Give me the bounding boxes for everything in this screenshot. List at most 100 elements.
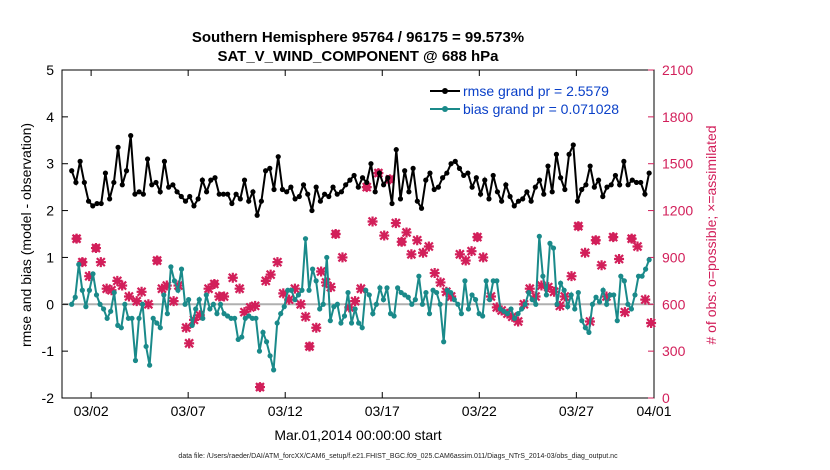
bias-point xyxy=(207,306,213,312)
obs-assimilated-marker xyxy=(418,247,429,258)
obs-assimilated-marker xyxy=(325,282,336,293)
x-tick-label: 03/02 xyxy=(74,403,109,419)
bias-point xyxy=(611,292,617,298)
obs-assimilated-marker xyxy=(289,283,300,294)
obs-assimilated-marker xyxy=(112,275,123,286)
obs-assimilated-marker xyxy=(406,249,417,260)
obs-assimilated-marker xyxy=(566,271,577,282)
bias-point xyxy=(189,322,195,328)
bias-point xyxy=(455,301,461,307)
obs-assimilated-marker xyxy=(152,255,163,266)
obs-assimilated-marker xyxy=(278,288,289,299)
rmse-point xyxy=(625,182,631,188)
obs-possible-marker xyxy=(305,342,314,351)
rmse-point xyxy=(144,156,151,162)
y-tick-label: -1 xyxy=(42,343,55,359)
bias-point xyxy=(320,301,326,307)
y2-tick-label: 1200 xyxy=(662,203,693,219)
rmse-point xyxy=(225,191,231,197)
rmse-point xyxy=(233,191,239,197)
bias-point xyxy=(487,297,493,303)
bias-point xyxy=(175,287,181,293)
bias-point xyxy=(596,299,603,305)
rmse-point xyxy=(477,191,484,197)
obs-assimilated-marker xyxy=(184,338,195,349)
bias-point xyxy=(253,315,259,321)
bias-point xyxy=(543,292,550,298)
rmse-point xyxy=(128,133,134,139)
bias-point xyxy=(395,285,401,291)
obs-assimilated-marker xyxy=(355,283,366,294)
obs-assimilated-marker xyxy=(245,302,256,313)
rmse-point xyxy=(536,177,543,183)
rmse-point xyxy=(199,177,205,183)
rmse-point xyxy=(187,193,193,200)
obs-assimilated-marker xyxy=(131,296,142,307)
bias-point xyxy=(483,278,489,284)
obs-assimilated-marker xyxy=(203,283,214,294)
bias-point xyxy=(292,297,298,303)
obs-assimilated-marker xyxy=(260,275,271,286)
y-tick-label: 0 xyxy=(46,296,54,312)
rmse-point xyxy=(376,170,382,176)
bias-point xyxy=(380,297,387,303)
obs-assimilated-marker xyxy=(429,268,440,279)
rmse-point xyxy=(646,170,652,176)
rmse-point xyxy=(579,186,585,193)
rmse-point xyxy=(456,165,463,171)
bias-point xyxy=(324,254,330,261)
obs-assimilated-marker xyxy=(549,286,560,297)
bias-point xyxy=(302,236,309,242)
rmse-point xyxy=(77,158,83,164)
obs-assimilated-marker xyxy=(361,182,372,193)
bias-point xyxy=(313,278,319,284)
rmse-point xyxy=(203,189,210,195)
rmse-point xyxy=(359,175,366,181)
bias-point xyxy=(519,306,525,312)
obs-assimilated-marker xyxy=(390,218,401,229)
rmse-point xyxy=(111,179,117,186)
obs-assimilated-marker xyxy=(454,249,465,260)
rmse-point xyxy=(482,177,488,183)
obs-assimilated-marker xyxy=(300,311,311,322)
bias-point xyxy=(433,289,440,296)
obs-assimilated-marker xyxy=(524,283,535,294)
obs-assimilated-marker xyxy=(554,300,565,311)
rmse-point xyxy=(465,170,471,176)
rmse-point xyxy=(81,179,87,186)
obs-assimilated-marker xyxy=(536,280,547,291)
plot-frame xyxy=(61,69,655,399)
rmse-point xyxy=(532,184,538,190)
obs-assimilated-marker xyxy=(295,299,306,310)
y2-tick-label: 900 xyxy=(662,249,686,265)
bias-point xyxy=(618,273,624,279)
rmse-point xyxy=(494,189,501,195)
obs-assimilated-marker xyxy=(632,241,643,252)
bias-point xyxy=(550,245,557,251)
bias-point xyxy=(168,264,174,270)
obs-assimilated-marker xyxy=(543,282,554,293)
rmse-point xyxy=(473,175,479,181)
bias-point xyxy=(341,313,348,319)
bias-point xyxy=(504,311,511,317)
obs-assimilated-marker xyxy=(608,232,619,243)
rmse-point xyxy=(583,182,589,188)
y-tick-label: 1 xyxy=(46,249,54,265)
bias-point xyxy=(352,306,358,312)
bias-point xyxy=(122,301,128,307)
bias-point xyxy=(639,273,645,279)
obs-assimilated-marker xyxy=(95,257,106,268)
bias-point xyxy=(299,287,305,293)
bias-point xyxy=(515,311,521,317)
rmse-point xyxy=(368,161,374,167)
bias-point xyxy=(458,311,464,317)
rmse-point xyxy=(98,200,104,207)
rmse-point xyxy=(566,151,572,157)
rmse-point xyxy=(258,198,264,204)
obs-possible-marker xyxy=(72,234,81,243)
obs-assimilated-marker xyxy=(513,316,524,327)
rmse-point xyxy=(250,189,256,195)
rmse-point xyxy=(423,177,429,183)
bias-point xyxy=(526,289,532,296)
